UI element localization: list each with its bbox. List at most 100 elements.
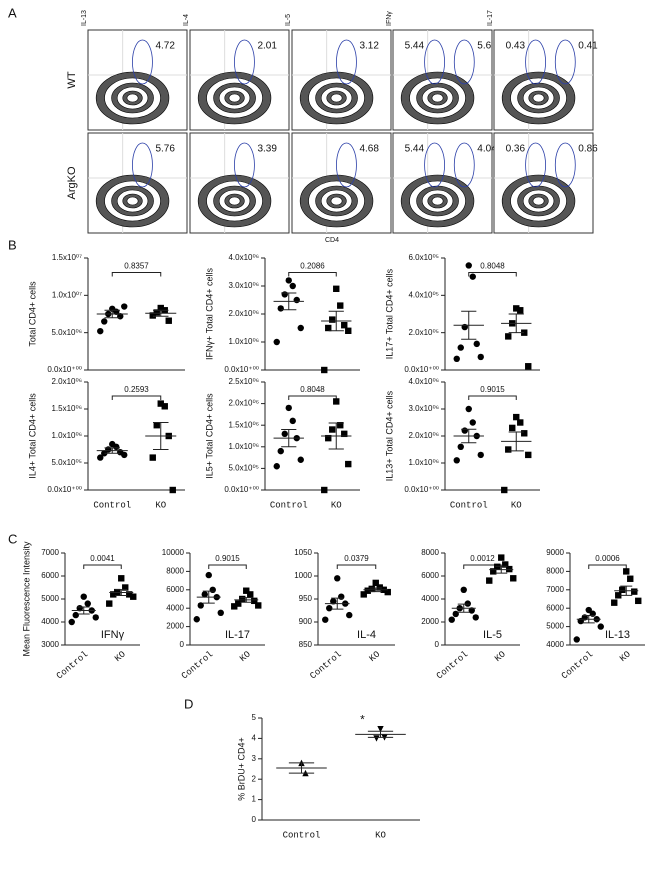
y-tick-label: 2000 — [166, 622, 184, 631]
data-point — [201, 591, 208, 598]
significance-bracket — [468, 272, 517, 277]
data-point — [513, 413, 520, 421]
data-point — [289, 417, 296, 425]
y-tick-label: 9000 — [546, 548, 564, 557]
data-point — [130, 593, 137, 600]
x-tick-label: Control — [180, 649, 215, 681]
gate-value: 2.01 — [257, 41, 277, 52]
data-point — [506, 565, 513, 573]
error-bar — [77, 606, 90, 615]
data-point — [153, 422, 160, 429]
data-point — [333, 285, 340, 292]
data-point — [251, 597, 258, 605]
annotation: 0.9015 — [215, 554, 240, 563]
gate-value: 5.44 — [405, 144, 425, 155]
flow-contour — [431, 93, 444, 103]
gate-value: 3.12 — [359, 41, 379, 52]
data-point — [285, 404, 292, 412]
inner-label: IL-5 — [483, 629, 502, 641]
error-bar — [508, 313, 524, 334]
data-point — [469, 273, 476, 280]
error-bar — [202, 590, 215, 604]
data-point — [281, 291, 288, 298]
data-point — [469, 419, 476, 426]
gate-value: 5.44 — [405, 41, 425, 52]
data-point — [465, 262, 472, 269]
y-tick-label: 0 — [180, 640, 185, 649]
gate — [453, 142, 475, 188]
data-point — [346, 611, 353, 619]
data-point — [149, 312, 156, 319]
y-tick-label: 5.0x10⁰⁵ — [228, 464, 259, 473]
data-point — [521, 329, 528, 336]
gate-value: 3.39 — [257, 144, 277, 155]
data-point — [337, 422, 344, 429]
y-tick-label: 0.0x10⁺⁰⁰ — [47, 485, 82, 494]
flow-contour — [532, 196, 545, 206]
significance-bracket — [468, 395, 517, 401]
data-point — [368, 585, 375, 593]
y-tick-label: 6.0x10⁰⁵ — [408, 253, 439, 262]
y-tick-label: 3000 — [41, 640, 59, 649]
data-point — [121, 303, 128, 310]
data-point — [84, 600, 91, 607]
gate — [234, 39, 255, 85]
x-tick-label: Control — [450, 500, 488, 510]
y-tick-label: 4.0x10⁰⁵ — [408, 290, 439, 299]
gate-value: 0.43 — [506, 41, 526, 52]
data-point — [321, 486, 328, 494]
significance-bracket — [111, 272, 162, 277]
data-point — [505, 446, 512, 453]
error-bar — [281, 429, 297, 448]
column-label: IL-4 — [183, 14, 190, 26]
error-bar — [152, 422, 169, 450]
y-tick-label: 6000 — [166, 585, 184, 594]
y-tick-label: 3.0x10⁰⁶ — [228, 281, 259, 290]
y-tick-label: 4.0x10⁰⁶ — [228, 253, 259, 262]
x-tick-label: KO — [155, 500, 166, 510]
data-point — [505, 333, 512, 340]
error-bar — [620, 585, 633, 596]
data-point — [157, 400, 164, 407]
y-axis-label: IFNγ+ Total CD4+ cells — [204, 267, 214, 360]
error-bar — [457, 603, 470, 613]
error-bar — [281, 292, 297, 311]
data-point — [494, 563, 501, 570]
data-point — [631, 588, 638, 595]
y-tick-label: 1.5x10⁰⁷ — [52, 253, 82, 262]
gate — [453, 39, 475, 85]
y-tick-label: 4000 — [41, 617, 59, 626]
gate — [424, 142, 445, 188]
y-tick-label: 2.5x10⁰⁶ — [228, 377, 259, 386]
data-point — [277, 305, 284, 312]
data-point — [329, 316, 336, 323]
gate-value: 0.86 — [578, 144, 598, 155]
annotation: 0.9015 — [480, 385, 505, 394]
error-bar — [369, 587, 382, 593]
data-point — [273, 338, 280, 346]
y-tick-label: 1.0x10⁰⁶ — [228, 442, 259, 451]
column-label: IL-5 — [285, 14, 292, 26]
data-point — [501, 486, 508, 494]
annotation: 0.0006 — [595, 554, 620, 563]
x-tick-label: KO — [618, 649, 633, 664]
error-bar — [328, 310, 344, 332]
data-point — [341, 430, 348, 438]
data-point — [273, 463, 280, 470]
y-tick-label: 4000 — [546, 640, 564, 649]
data-point — [517, 419, 524, 426]
data-point — [197, 602, 204, 609]
data-point — [457, 443, 464, 450]
y-tick-label: 1 — [252, 795, 257, 804]
flow-contour — [126, 196, 139, 206]
gate — [525, 142, 546, 188]
data-point — [513, 305, 520, 312]
data-point — [452, 610, 459, 618]
data-point — [384, 588, 391, 596]
annotation: 0.2086 — [300, 262, 325, 271]
gate-value: 0.36 — [506, 144, 526, 155]
gate — [424, 39, 445, 85]
y-tick-label: 5000 — [41, 594, 59, 603]
y-tick-label: 4 — [252, 734, 257, 743]
y-tick-label: 7000 — [546, 585, 564, 594]
